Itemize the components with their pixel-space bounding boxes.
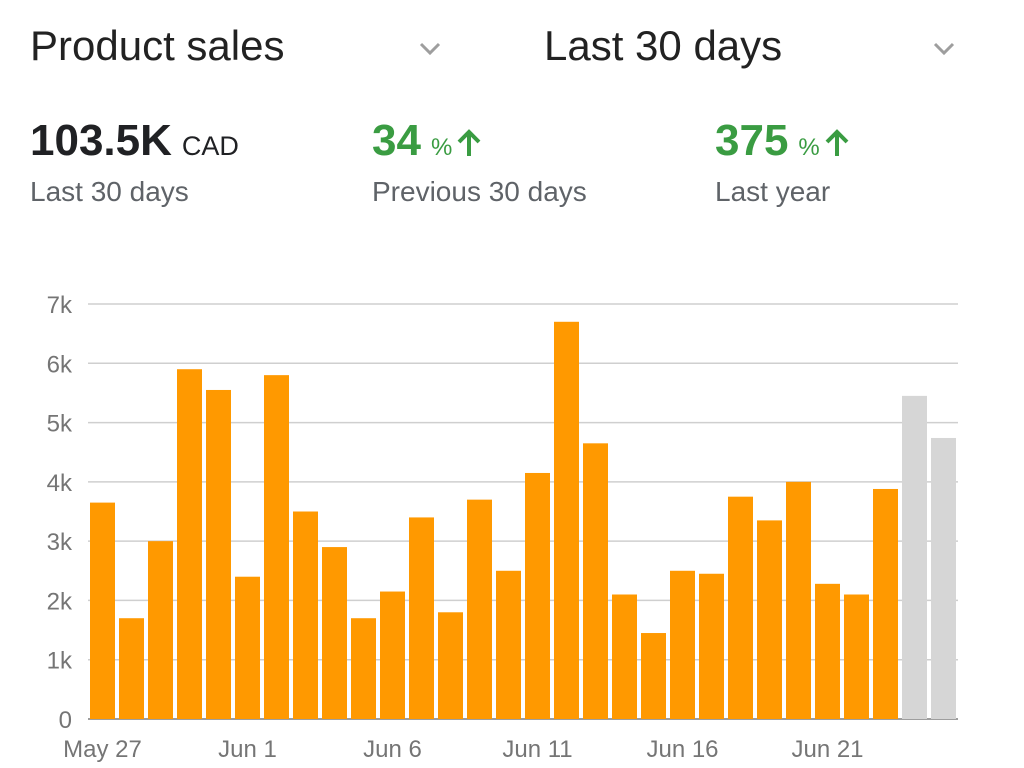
y-tick-label: 4k bbox=[47, 470, 73, 497]
bar bbox=[119, 618, 144, 719]
chevron-down-icon[interactable] bbox=[930, 34, 958, 62]
bar bbox=[525, 472, 550, 719]
y-tick-label: 6k bbox=[47, 351, 73, 378]
x-tick-label: May 27 bbox=[63, 736, 142, 763]
arrow-up-icon bbox=[457, 129, 481, 157]
bar bbox=[293, 511, 318, 719]
bar bbox=[206, 389, 231, 719]
bar bbox=[264, 375, 289, 719]
x-tick-label: Jun 16 bbox=[646, 736, 718, 763]
bar bbox=[554, 321, 579, 719]
bar bbox=[844, 594, 869, 719]
bar bbox=[786, 481, 811, 719]
y-tick-label: 7k bbox=[47, 292, 73, 319]
bar bbox=[438, 612, 463, 719]
kpi-year-value: 375 bbox=[715, 116, 789, 165]
bar bbox=[235, 576, 260, 719]
kpi-prev-value: 34 bbox=[372, 116, 421, 165]
bar bbox=[90, 502, 115, 719]
x-tick-label: Jun 21 bbox=[791, 736, 863, 763]
bar bbox=[409, 517, 434, 719]
period-select[interactable]: Last 30 days bbox=[544, 22, 782, 70]
kpi-year-label: Last year bbox=[715, 176, 831, 207]
kpi-prev-period: 34% bbox=[372, 116, 482, 166]
kpi-prev-unit: % bbox=[430, 134, 453, 161]
bar bbox=[873, 488, 898, 719]
bar bbox=[351, 618, 376, 719]
bar bbox=[148, 541, 173, 719]
y-tick-label: 1k bbox=[47, 648, 73, 675]
kpi-prev-label: Previous 30 days bbox=[372, 176, 587, 207]
y-tick-label: 3k bbox=[47, 529, 73, 556]
y-tick-label: 2k bbox=[47, 588, 73, 615]
kpi-last-year: 375% bbox=[715, 116, 850, 166]
bar bbox=[177, 369, 202, 719]
y-tick-label: 0 bbox=[59, 707, 72, 734]
bar bbox=[496, 570, 521, 719]
y-tick-label: 5k bbox=[47, 411, 73, 438]
bar bbox=[815, 583, 840, 719]
bar bbox=[641, 633, 666, 719]
bar bbox=[699, 573, 724, 719]
kpi-total-label: Last 30 days bbox=[30, 176, 189, 207]
metric-select[interactable]: Product sales bbox=[30, 22, 284, 70]
x-tick-label: Jun 6 bbox=[363, 736, 422, 763]
x-tick-label: Jun 11 bbox=[502, 736, 572, 763]
bar bbox=[728, 496, 753, 719]
bar bbox=[612, 594, 637, 719]
bar bbox=[902, 395, 927, 719]
kpi-total: 103.5K CAD bbox=[30, 116, 239, 166]
bar bbox=[380, 591, 405, 719]
period-select-label: Last 30 days bbox=[544, 22, 783, 69]
kpi-total-value: 103.5K bbox=[30, 116, 172, 165]
bar bbox=[757, 520, 782, 719]
chevron-down-icon[interactable] bbox=[416, 34, 444, 62]
kpi-year-unit: % bbox=[798, 134, 820, 161]
bar bbox=[583, 443, 608, 719]
arrow-up-icon bbox=[825, 129, 849, 157]
x-tick-label: Jun 1 bbox=[218, 736, 277, 763]
kpi-total-unit: CAD bbox=[181, 131, 239, 161]
bar bbox=[931, 437, 956, 719]
bar bbox=[467, 499, 492, 719]
bar bbox=[322, 547, 347, 719]
sales-bar-chart: 0 1k 2k 3k 4k 5k 6k 7k May 27 Jun 1 Jun 6 Jun 11 Jun… bbox=[47, 292, 958, 763]
metric-select-label: Product sales bbox=[30, 22, 285, 69]
bar bbox=[670, 570, 695, 719]
